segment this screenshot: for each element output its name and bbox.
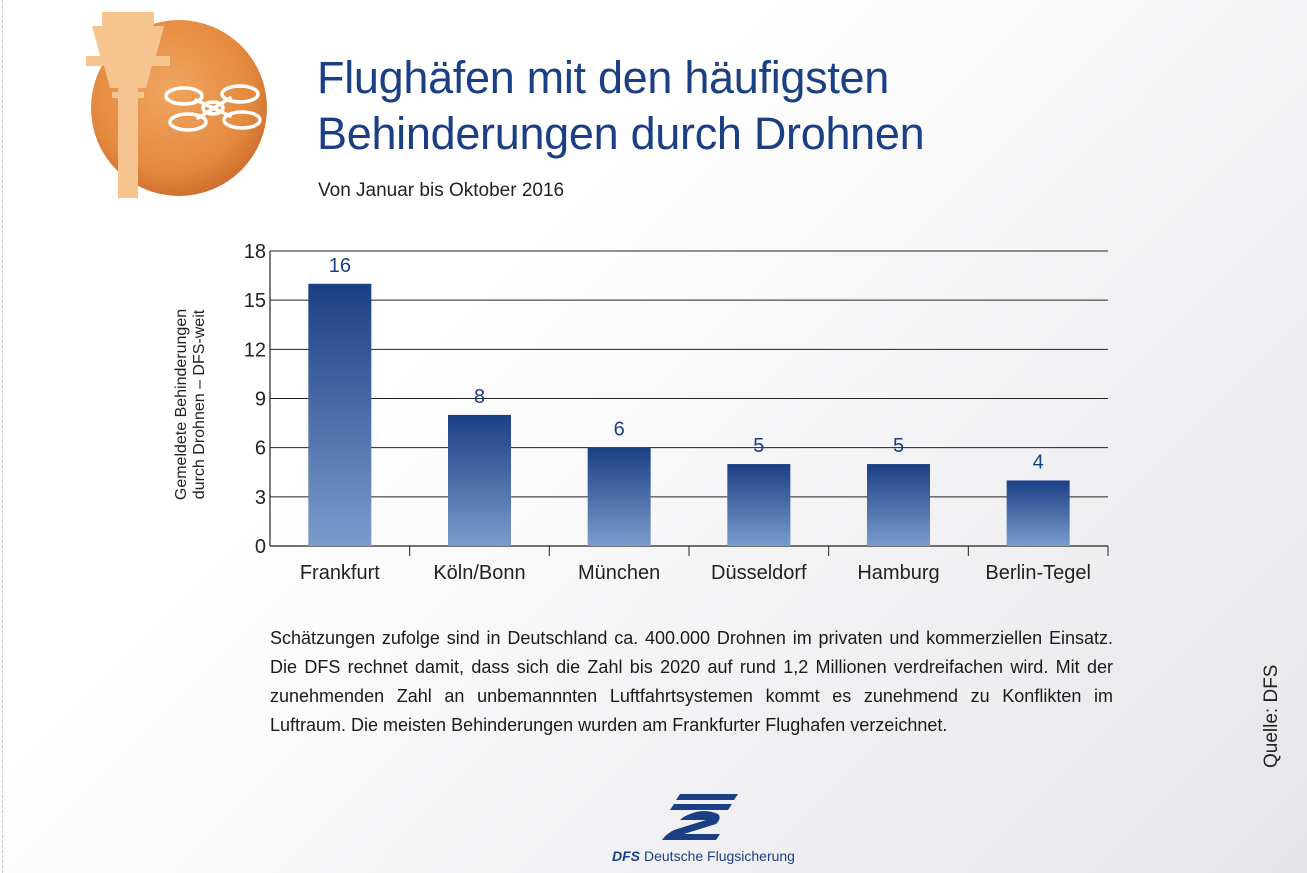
subtitle: Von Januar bis Oktober 2016 (318, 180, 565, 201)
x-tick-label: Köln/Bonn (433, 562, 525, 584)
y-tick-label: 6 (255, 438, 266, 460)
page-title: Flughäfen mit den häufigsten Behinderung… (317, 50, 925, 162)
x-tick-label: Berlin-Tegel (985, 562, 1091, 584)
description-text: Schätzungen zufolge sind in Deutschland … (270, 628, 1113, 735)
bar (587, 447, 651, 546)
y-tick-label: 9 (255, 389, 266, 411)
data-label: 4 (1033, 451, 1044, 473)
bar (448, 414, 511, 546)
x-tick-label: Hamburg (857, 562, 939, 584)
y-tick-label: 0 (255, 536, 266, 558)
y-tick-label: 15 (244, 290, 266, 312)
footer-abbr: DFS (612, 848, 640, 864)
title-line-2: Behinderungen durch Drohnen (317, 108, 925, 159)
bar (308, 283, 372, 546)
bar-chart: 0 3 6 9 12 15 18 Gemeldete Behinderungen durch D… (173, 241, 1109, 584)
y-tick-label: 12 (244, 339, 266, 361)
dfs-logo-icon (662, 794, 738, 840)
bar (1006, 480, 1070, 546)
footer-logo: DFS Deutsche Flugsicherung (612, 790, 795, 870)
bar (727, 464, 791, 546)
y-tick-label: 18 (244, 241, 266, 263)
data-label: 6 (614, 419, 625, 441)
y-tick-label: 3 (255, 487, 266, 509)
page-edge-rule (2, 0, 3, 873)
data-label: 8 (474, 386, 485, 408)
drone-tower-icon (84, 8, 274, 198)
y-axis-label: Gemeldete Behinderungen (173, 309, 190, 500)
bar (867, 464, 930, 546)
data-label: 16 (329, 255, 351, 277)
x-tick-label: Düsseldorf (711, 562, 807, 584)
footer-name: Deutsche Flugsicherung (644, 848, 795, 864)
footer-org: DFS Deutsche Flugsicherung (612, 848, 795, 864)
data-label: 5 (893, 435, 904, 457)
data-label: 5 (753, 435, 764, 457)
x-tick-label: Frankfurt (300, 562, 380, 584)
x-tick-label: München (578, 562, 660, 584)
title-line-1: Flughäfen mit den häufigsten (317, 52, 889, 103)
source-label: Quelle: DFS (1261, 664, 1282, 768)
y-axis-label: durch Drohnen – DFS-weit (191, 309, 208, 499)
